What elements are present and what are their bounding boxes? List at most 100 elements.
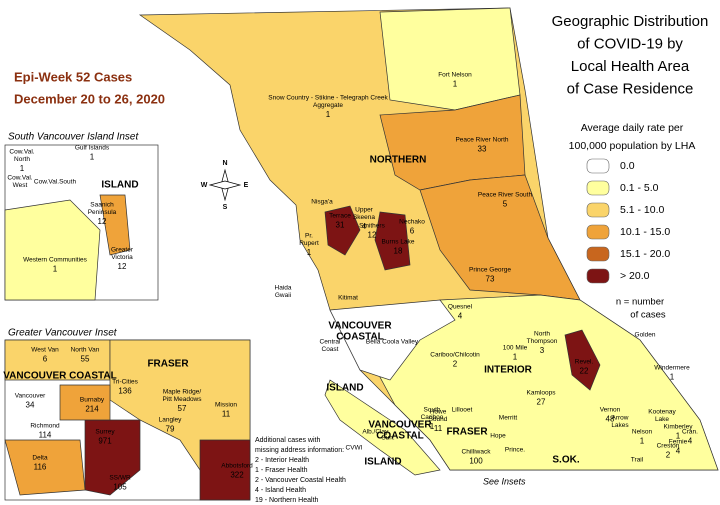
case-count: 1 (676, 432, 681, 441)
region-label: VANCOUVER COASTAL (3, 371, 117, 382)
area-label: Peace River South (478, 192, 533, 199)
case-count: 100 (469, 457, 483, 466)
area-label: Windermere (654, 365, 690, 372)
additional-note: 1 - Fraser Health (255, 467, 308, 474)
area-label: Cow.Val. (7, 175, 32, 182)
case-count: 2 (666, 451, 671, 460)
area-label: SS/WR (109, 475, 131, 482)
case-count: 55 (81, 355, 90, 364)
title: Geographic Distribution (552, 13, 709, 30)
area-label: Bella Coola Valley (366, 339, 419, 346)
case-count: 1 (307, 248, 312, 257)
area-label: West Van (31, 347, 59, 354)
area-label: Delta (32, 455, 48, 462)
additional-note: Additional cases with (255, 437, 320, 444)
case-count: 48 (606, 415, 615, 424)
case-count: 11 (434, 424, 443, 433)
area-label: West (13, 182, 28, 189)
area-label: Peace River North (455, 137, 508, 144)
area-label: Golden (635, 332, 656, 339)
case-count: 11 (222, 410, 231, 419)
region (4, 199, 101, 301)
region (84, 419, 141, 496)
case-count: 4 (458, 312, 463, 321)
legend-label: 0.0 (620, 160, 635, 172)
area-label: Lake (655, 416, 669, 423)
area-label: Sun. (381, 435, 395, 442)
area-label: Creston (657, 443, 680, 450)
area-label: Pr. (305, 233, 313, 240)
region (59, 384, 111, 421)
area-label: Burnaby (80, 397, 105, 404)
case-count: 18 (394, 247, 403, 256)
region-label: FRASER (147, 359, 189, 370)
area-label: Quesnel (448, 304, 473, 311)
legend-swatch (586, 202, 610, 218)
area-label: Abbotsford (221, 463, 253, 470)
area-label: Cariboo/Chilcotin (430, 352, 480, 359)
region (379, 7, 521, 111)
compass-letter: N (222, 160, 227, 167)
area-label: Haida (275, 285, 292, 292)
region (359, 294, 719, 471)
area-label: Merritt (499, 415, 518, 422)
case-count: 12 (98, 217, 107, 226)
area-label: Tri-Cities (112, 379, 139, 386)
area-label: Maple Ridge/ (163, 389, 201, 396)
area-label: South (424, 407, 441, 414)
area-label: Cow.Val. (9, 149, 34, 156)
area-label: Trail (631, 457, 644, 464)
compass-letter: E (244, 182, 249, 189)
case-count: 12 (118, 262, 127, 271)
case-count: 1 (326, 110, 331, 119)
area-label: Surrey (95, 429, 115, 436)
area-label: Lillooet (452, 407, 473, 414)
region (4, 439, 86, 496)
area-label: Kamloops (527, 390, 557, 397)
additional-note: 4 - Island Health (255, 487, 306, 494)
area-label: Howe (430, 409, 447, 416)
region (564, 329, 601, 391)
area-label: Western Communities (23, 257, 88, 264)
case-count: 1 (640, 437, 645, 446)
area-label: Vancouver (15, 393, 46, 400)
region (374, 211, 411, 271)
area-label: Vernon (600, 407, 621, 414)
title: of COVID-19 by (577, 35, 683, 52)
area-label: Alb./Clay. (362, 429, 390, 436)
region (329, 299, 456, 381)
additional-note: missing address information: (255, 447, 344, 454)
case-count: 1 (453, 80, 458, 89)
region-label: ISLAND (326, 383, 363, 394)
area-label: Revel. (575, 359, 594, 366)
case-count: 27 (537, 398, 546, 407)
compass-rose (208, 180, 242, 190)
note: n = number (616, 297, 664, 308)
case-count: 322 (230, 471, 244, 480)
heading: December 20 to 26, 2020 (14, 91, 165, 106)
case-count: 34 (26, 401, 35, 410)
area-label: Upper (355, 207, 374, 214)
area-label: Fort Nelson (438, 72, 472, 79)
case-count: 1 (430, 422, 435, 431)
region-label: COASTAL (376, 431, 424, 442)
area-label: Richmond (30, 423, 60, 430)
region (99, 194, 131, 256)
area-label: Gulf Islands (75, 145, 110, 152)
area-label: Cran. (682, 429, 698, 436)
area-label: Skeena (353, 214, 375, 221)
title: Local Health Area (571, 58, 690, 75)
legend-label: 10.1 - 15.0 (620, 226, 670, 238)
area-label: Langley (159, 417, 183, 424)
area-label: North (534, 331, 550, 338)
case-count: 79 (166, 425, 175, 434)
case-count: 116 (34, 463, 47, 472)
legend-label: 0.1 - 5.0 (620, 182, 659, 194)
region (199, 439, 251, 501)
note: of cases (630, 310, 666, 321)
legend-swatch (586, 246, 610, 262)
area-label: Kimberley (664, 424, 694, 431)
compass-letter: S (223, 204, 228, 211)
area-label: Nechako (399, 219, 425, 226)
map-shapes (4, 7, 719, 501)
